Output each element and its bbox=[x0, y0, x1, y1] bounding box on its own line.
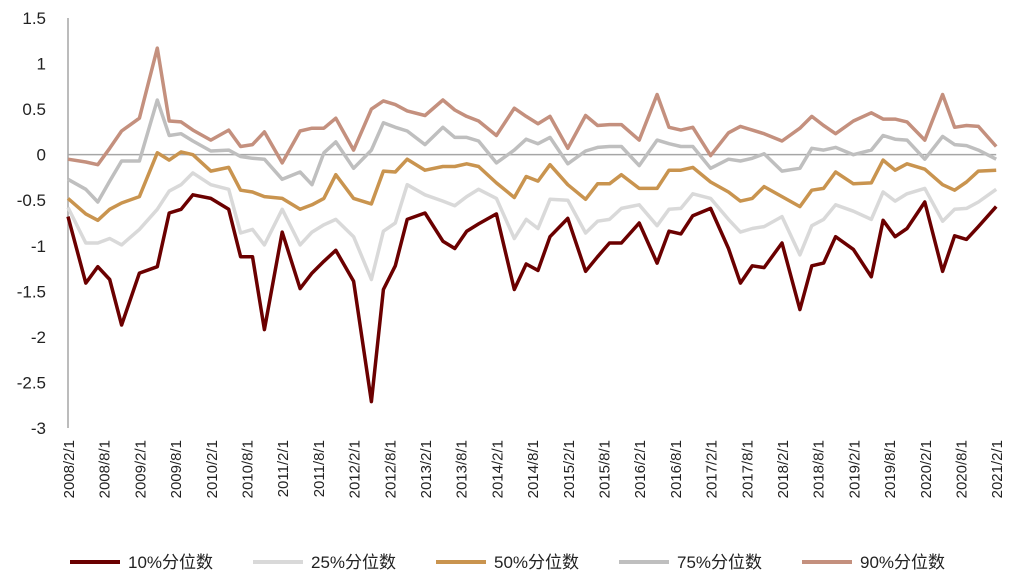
x-tick-label: 2014/2/1 bbox=[489, 440, 506, 498]
x-tick-label: 2016/2/1 bbox=[632, 440, 649, 498]
y-tick-label: -2 bbox=[31, 328, 46, 347]
legend-label: 90%分位数 bbox=[860, 553, 945, 572]
x-tick-label: 2016/8/1 bbox=[668, 440, 685, 498]
x-tick-label: 2018/8/1 bbox=[811, 440, 828, 498]
y-tick-label: 1.5 bbox=[22, 9, 46, 28]
x-tick-label: 2018/2/1 bbox=[775, 440, 792, 498]
legend-item: 10%分位数 bbox=[70, 553, 213, 572]
legend-item: 50%分位数 bbox=[436, 553, 579, 572]
legend-label: 50%分位数 bbox=[494, 553, 579, 572]
x-tick-label: 2012/2/1 bbox=[347, 440, 364, 498]
y-axis-ticks: 1.5 1 0.5 0 -0.5 -1 -1.5 -2 -2.5 -3 bbox=[17, 9, 46, 438]
y-tick-label: -1.5 bbox=[17, 282, 46, 301]
x-tick-label: 2021/2/1 bbox=[989, 440, 1006, 498]
x-tick-label: 2017/8/1 bbox=[739, 440, 756, 498]
x-tick-label: 2017/2/1 bbox=[704, 440, 721, 498]
legend: 10%分位数 25%分位数 50%分位数 75%分位数 90%分位数 bbox=[70, 553, 945, 572]
series-lines bbox=[68, 48, 996, 402]
series-line-4 bbox=[68, 100, 996, 202]
x-tick-label: 2009/2/1 bbox=[132, 440, 149, 498]
legend-item: 90%分位数 bbox=[802, 553, 945, 572]
y-tick-label: -3 bbox=[31, 419, 46, 438]
series-line-2 bbox=[68, 173, 996, 280]
legend-item: 75%分位数 bbox=[619, 553, 762, 572]
legend-item: 25%分位数 bbox=[253, 553, 396, 572]
y-tick-label: -2.5 bbox=[17, 373, 46, 392]
legend-label: 75%分位数 bbox=[677, 553, 762, 572]
y-tick-label: -1 bbox=[31, 237, 46, 256]
x-tick-label: 2020/2/1 bbox=[918, 440, 935, 498]
x-tick-label: 2020/8/1 bbox=[954, 440, 971, 498]
x-tick-label: 2013/8/1 bbox=[454, 440, 471, 498]
x-tick-label: 2012/8/1 bbox=[382, 440, 399, 498]
x-tick-label: 2015/8/1 bbox=[597, 440, 614, 498]
y-tick-label: 0.5 bbox=[22, 100, 46, 119]
legend-label: 25%分位数 bbox=[311, 553, 396, 572]
x-tick-label: 2014/8/1 bbox=[525, 440, 542, 498]
series-line-3 bbox=[68, 152, 996, 220]
x-tick-label: 2008/2/1 bbox=[61, 440, 78, 498]
y-tick-label: 0 bbox=[37, 146, 46, 165]
x-axis-ticks: 2008/2/1 2008/8/1 2009/2/1 2009/8/1 2010/2/1… bbox=[61, 440, 1006, 498]
y-tick-label: -0.5 bbox=[17, 191, 46, 210]
x-tick-label: 2019/2/1 bbox=[846, 440, 863, 498]
x-tick-label: 2010/8/1 bbox=[240, 440, 257, 498]
x-tick-label: 2019/8/1 bbox=[882, 440, 899, 498]
x-tick-label: 2011/8/1 bbox=[311, 440, 328, 497]
x-tick-label: 2013/2/1 bbox=[418, 440, 435, 498]
x-tick-label: 2009/8/1 bbox=[168, 440, 185, 498]
x-tick-label: 2010/2/1 bbox=[204, 440, 221, 498]
x-tick-label: 2011/2/1 bbox=[275, 440, 292, 497]
x-tick-label: 2008/8/1 bbox=[97, 440, 114, 498]
y-tick-label: 1 bbox=[37, 55, 46, 74]
x-tick-label: 2015/2/1 bbox=[561, 440, 578, 498]
legend-label: 10%分位数 bbox=[128, 553, 213, 572]
